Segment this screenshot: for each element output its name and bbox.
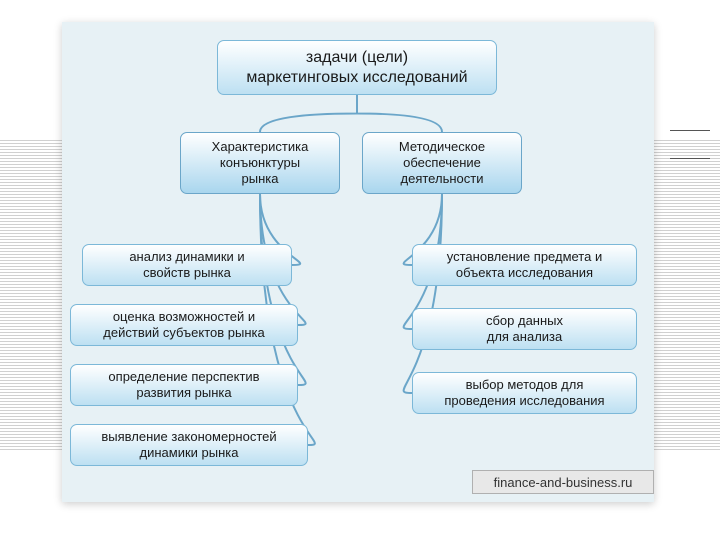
mid-right-l2: обеспечение	[399, 155, 485, 171]
decor-dash-2	[670, 158, 710, 159]
leaf-left-0-l1: анализ динамики и	[129, 249, 244, 265]
mid-left-l2: конъюнктуры	[212, 155, 309, 171]
mid-right-text: Методическое обеспечение деятельности	[399, 139, 485, 188]
leaf-left-2-l2: развития рынка	[108, 385, 259, 401]
leaf-right-1-text: сбор данных для анализа	[486, 313, 563, 346]
leaf-left-2: определение перспектив развития рынка	[70, 364, 298, 406]
leaf-left-2-l1: определение перспектив	[108, 369, 259, 385]
leaf-right-1: сбор данных для анализа	[412, 308, 637, 350]
leaf-left-3-text: выявление закономерностей динамики рынка	[101, 429, 276, 462]
root-text: задачи (цели) маркетинговых исследований	[246, 48, 467, 88]
leaf-right-0-l2: объекта исследования	[447, 265, 602, 281]
leaf-right-1-l2: для анализа	[486, 329, 563, 345]
node-mid-left: Характеристика конъюнктуры рынка	[180, 132, 340, 194]
leaf-right-0: установление предмета и объекта исследов…	[412, 244, 637, 286]
leaf-left-0: анализ динамики и свойств рынка	[82, 244, 292, 286]
mid-left-l1: Характеристика	[212, 139, 309, 155]
leaf-left-1-l2: действий субъектов рынка	[103, 325, 264, 341]
leaf-left-3: выявление закономерностей динамики рынка	[70, 424, 308, 466]
leaf-left-3-l2: динамики рынка	[101, 445, 276, 461]
leaf-right-0-text: установление предмета и объекта исследов…	[447, 249, 602, 282]
leaf-right-0-l1: установление предмета и	[447, 249, 602, 265]
leaf-left-1-l1: оценка возможностей и	[103, 309, 264, 325]
leaf-right-1-l1: сбор данных	[486, 313, 563, 329]
leaf-right-2-text: выбор методов для проведения исследовани…	[444, 377, 604, 410]
diagram-panel: задачи (цели) маркетинговых исследований…	[62, 22, 654, 502]
leaf-right-2-l2: проведения исследования	[444, 393, 604, 409]
mid-right-l1: Методическое	[399, 139, 485, 155]
watermark-text: finance-and-business.ru	[494, 475, 633, 490]
leaf-left-2-text: определение перспектив развития рынка	[108, 369, 259, 402]
leaf-left-0-text: анализ динамики и свойств рынка	[129, 249, 244, 282]
leaf-left-1: оценка возможностей и действий субъектов…	[70, 304, 298, 346]
watermark: finance-and-business.ru	[472, 470, 654, 494]
decor-dash-1	[670, 130, 710, 131]
page: задачи (цели) маркетинговых исследований…	[0, 0, 720, 540]
leaf-left-3-l1: выявление закономерностей	[101, 429, 276, 445]
root-line2: маркетинговых исследований	[246, 68, 467, 88]
leaf-left-1-text: оценка возможностей и действий субъектов…	[103, 309, 264, 342]
node-mid-right: Методическое обеспечение деятельности	[362, 132, 522, 194]
node-root: задачи (цели) маркетинговых исследований	[217, 40, 497, 95]
leaf-right-2-l1: выбор методов для	[444, 377, 604, 393]
leaf-right-2: выбор методов для проведения исследовани…	[412, 372, 637, 414]
mid-left-text: Характеристика конъюнктуры рынка	[212, 139, 309, 188]
mid-left-l3: рынка	[212, 171, 309, 187]
leaf-left-0-l2: свойств рынка	[129, 265, 244, 281]
mid-right-l3: деятельности	[399, 171, 485, 187]
root-line1: задачи (цели)	[246, 48, 467, 68]
